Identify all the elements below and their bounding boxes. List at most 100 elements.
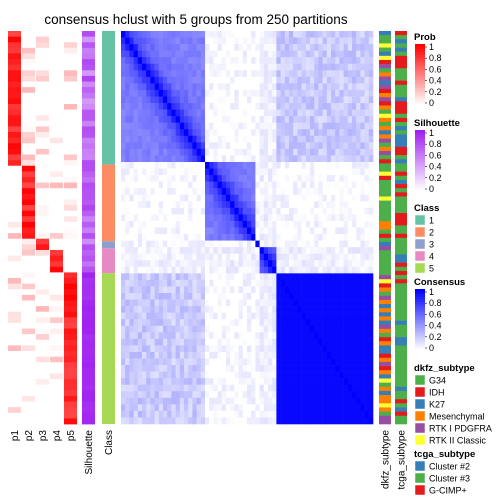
consensus-cell [339, 338, 344, 346]
consensus-cell [196, 404, 202, 412]
consensus-cell [167, 325, 172, 333]
consensus-cell [200, 76, 206, 84]
consensus-cell [196, 240, 202, 248]
consensus-cell [133, 129, 139, 137]
consensus-cell [175, 299, 181, 307]
prob-cell [50, 283, 63, 290]
consensus-cell [154, 417, 160, 425]
consensus-cell [137, 109, 143, 117]
consensus-cell [318, 266, 323, 274]
consensus-cell [322, 365, 328, 372]
consensus-cell [150, 181, 155, 189]
prob-cell [36, 137, 49, 144]
consensus-cell [234, 214, 239, 222]
consensus-cell [171, 273, 176, 281]
consensus-cell [364, 50, 370, 58]
consensus-cell [129, 260, 134, 268]
consensus-cell [175, 417, 181, 425]
consensus-cell [188, 325, 193, 333]
consensus-cell [154, 234, 160, 241]
consensus-cell [146, 234, 151, 241]
consensus-cell [192, 227, 197, 235]
consensus-cell [184, 175, 189, 182]
consensus-cell [301, 155, 307, 163]
consensus-cell [318, 279, 323, 287]
consensus-cell [200, 345, 206, 353]
consensus-cell [293, 181, 298, 189]
consensus-cell [184, 266, 189, 274]
dkfz-subtype-cell [379, 270, 391, 276]
consensus-cell [196, 351, 202, 359]
consensus-cell [289, 391, 294, 399]
consensus-cell [343, 103, 349, 110]
consensus-cell [238, 234, 244, 241]
consensus-cell [368, 135, 374, 143]
consensus-cell [154, 194, 160, 202]
consensus-cell [352, 50, 357, 58]
consensus-cell [322, 220, 328, 228]
prob-cell [50, 98, 63, 105]
prob-cell [50, 193, 63, 200]
consensus-cell [158, 234, 164, 241]
consensus-cell [196, 181, 202, 189]
dkfz-subtype-cell [379, 159, 391, 164]
consensus-cell [331, 96, 336, 104]
consensus-cell [268, 31, 273, 38]
consensus-cell [272, 266, 277, 274]
consensus-cell [297, 122, 302, 130]
consensus-cell [129, 404, 134, 412]
consensus-cell [247, 397, 252, 405]
prob-cell [8, 53, 21, 60]
consensus-cell [209, 135, 214, 143]
consensus-cell [221, 188, 227, 196]
dkfz-subtype-cell [379, 97, 391, 102]
consensus-cell [163, 89, 168, 97]
consensus-cell [352, 220, 357, 228]
consensus-cell [343, 207, 349, 215]
consensus-cell [184, 201, 189, 209]
consensus-cell [217, 312, 223, 320]
silhouette-cell [82, 289, 95, 296]
consensus-cell [137, 247, 143, 254]
prob-cell [22, 255, 35, 262]
consensus-cell [272, 214, 277, 222]
consensus-cell [339, 227, 344, 235]
tcga-subtype-cell [395, 200, 407, 206]
consensus-cell [129, 417, 134, 425]
consensus-cell [322, 247, 328, 254]
consensus-cell [200, 70, 206, 78]
consensus-cell [154, 44, 160, 51]
consensus-cell [310, 50, 315, 58]
consensus-cell [142, 89, 147, 97]
consensus-cell [158, 240, 164, 248]
dkfz-subtype-cell [379, 171, 391, 177]
consensus-cell [280, 188, 286, 196]
silhouette-cell [82, 216, 95, 223]
consensus-cell [192, 417, 197, 425]
consensus-cell [137, 253, 143, 261]
consensus-cell [272, 89, 277, 97]
silhouette-cell [82, 143, 95, 150]
consensus-cell [179, 142, 185, 150]
consensus-cell [314, 293, 319, 300]
consensus-cell [200, 148, 206, 156]
consensus-cell [142, 351, 147, 359]
consensus-cell [276, 116, 281, 123]
prob-cell [8, 31, 21, 38]
consensus-cell [276, 63, 281, 71]
consensus-cell [259, 378, 265, 385]
consensus-cell [352, 31, 357, 38]
consensus-cell [360, 306, 365, 313]
consensus-cell [242, 417, 248, 425]
consensus-cell [352, 404, 357, 412]
consensus-cell [297, 129, 302, 137]
dkfz-subtype-cell [379, 415, 391, 421]
consensus-cell [314, 266, 319, 274]
consensus-cell [297, 234, 302, 241]
consensus-cell [331, 207, 336, 215]
consensus-cell [234, 247, 239, 254]
consensus-cell [217, 325, 223, 333]
consensus-cell [158, 247, 164, 254]
consensus-cell [289, 142, 294, 150]
silhouette-cell [82, 412, 95, 419]
